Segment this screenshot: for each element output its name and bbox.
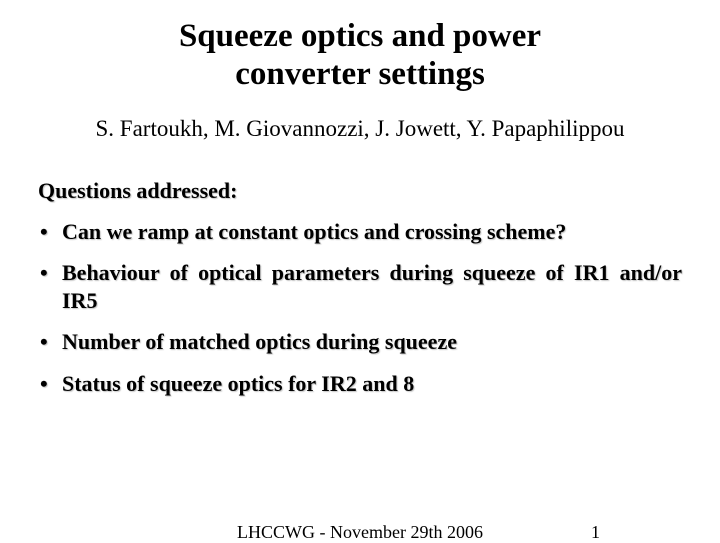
content-area: Questions addressed: Can we ramp at cons… xyxy=(0,178,720,398)
list-item: Number of matched optics during squeeze xyxy=(38,328,682,356)
authors-line: S. Fartoukh, M. Giovannozzi, J. Jowett, … xyxy=(0,116,720,142)
questions-list: Can we ramp at constant optics and cross… xyxy=(38,218,682,398)
list-item: Behaviour of optical parameters during s… xyxy=(38,259,682,314)
questions-heading: Questions addressed: xyxy=(38,178,682,204)
title-line-1: Squeeze optics and power xyxy=(0,18,720,56)
title-line-2: converter settings xyxy=(0,56,720,94)
slide-title: Squeeze optics and power converter setti… xyxy=(0,0,720,94)
list-item: Can we ramp at constant optics and cross… xyxy=(38,218,682,246)
list-item: Status of squeeze optics for IR2 and 8 xyxy=(38,370,682,398)
